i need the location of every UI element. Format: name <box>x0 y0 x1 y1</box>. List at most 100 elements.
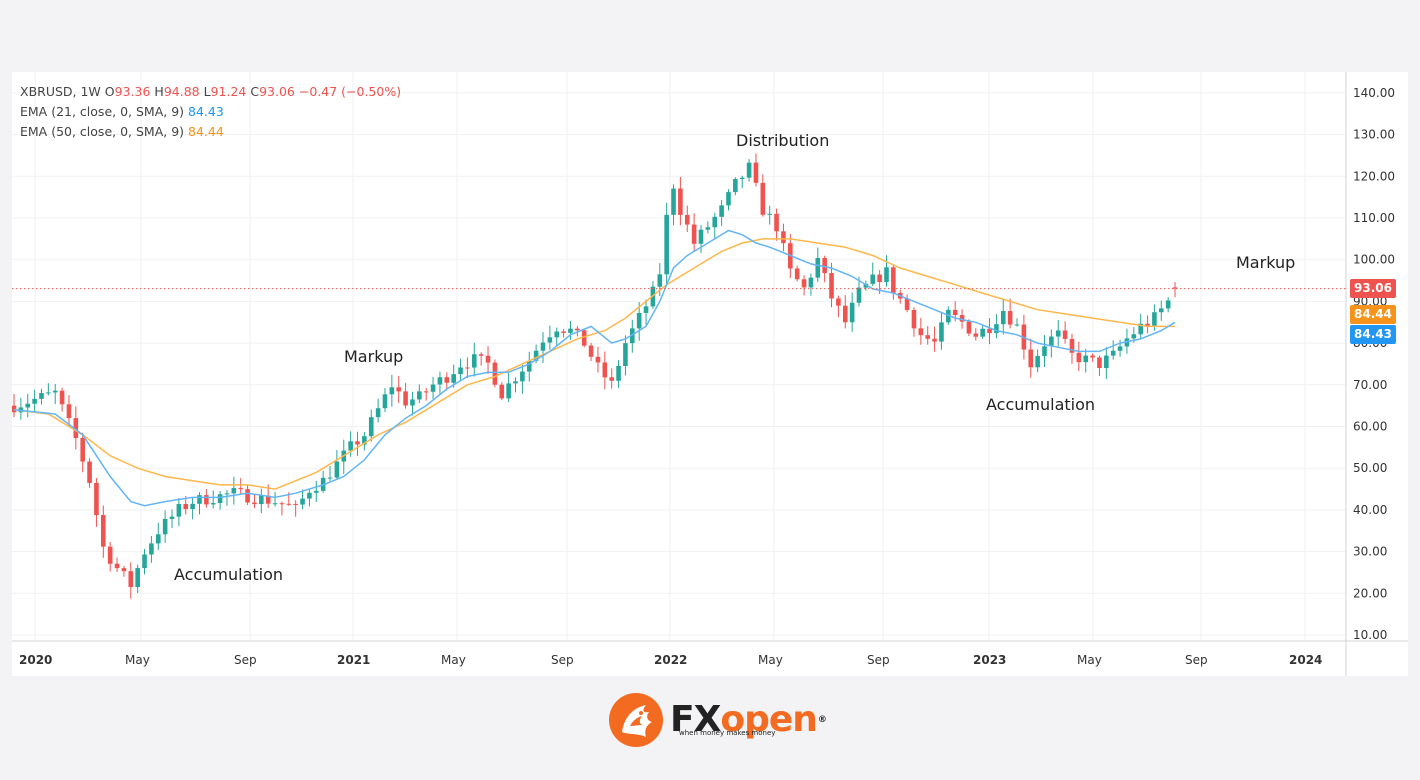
candle-body <box>114 563 120 569</box>
candle-body <box>362 436 367 445</box>
x-tick-label: 2021 <box>337 653 370 667</box>
candle-body <box>698 229 704 244</box>
candle-body <box>121 568 127 572</box>
candle-body <box>918 328 924 336</box>
candle-body <box>272 503 278 505</box>
candle-body <box>224 493 230 495</box>
candle-body <box>678 188 683 215</box>
y-tick-label: 120.00 <box>1353 169 1395 183</box>
candle-body <box>135 568 140 588</box>
candle-body <box>911 309 917 329</box>
candle-body <box>155 534 161 544</box>
candle-body <box>444 377 450 383</box>
candle-body <box>533 350 539 361</box>
candle-body <box>1090 355 1095 358</box>
candle-body <box>300 498 305 505</box>
candle-body <box>959 315 965 322</box>
candle-body <box>204 495 209 505</box>
candle-body <box>657 274 663 287</box>
candle-body <box>410 399 415 406</box>
candle-body <box>1104 355 1109 369</box>
candle-body <box>1062 330 1068 339</box>
annotation-accumulation-2020: Accumulation <box>174 565 284 584</box>
candle-body <box>39 393 44 399</box>
candle-body <box>437 377 443 385</box>
candle-body <box>739 177 745 180</box>
candle-body <box>348 441 353 451</box>
candle-body <box>526 360 532 372</box>
chart-canvas[interactable]: 10.0020.0030.0040.0050.0060.0070.0080.00… <box>12 72 1408 676</box>
candle-body <box>59 390 65 405</box>
ema50-value: 84.44 <box>188 124 224 139</box>
candle-body <box>1035 355 1040 368</box>
y-tick-label: 20.00 <box>1353 586 1387 600</box>
y-tick-label: 130.00 <box>1353 128 1395 142</box>
candle-body <box>746 162 752 178</box>
close-value: 93.06 <box>259 84 295 99</box>
candle-body <box>513 381 518 384</box>
candle-body <box>279 503 285 505</box>
candle-body <box>863 283 869 288</box>
candle-body <box>1165 300 1171 309</box>
candle-body <box>1152 312 1157 326</box>
y-tick-label: 110.00 <box>1353 211 1395 225</box>
candle-body <box>327 477 333 479</box>
candle-body <box>904 298 910 310</box>
candle-body <box>1014 324 1020 326</box>
candle-body <box>25 403 31 408</box>
candle-body <box>1083 355 1089 363</box>
x-tick-label: May <box>758 653 783 667</box>
candle-body <box>691 224 697 244</box>
y-tick-label: 70.00 <box>1353 378 1387 392</box>
ema50-line <box>13 238 1175 490</box>
candle-body <box>1007 311 1013 325</box>
candle-body <box>939 322 944 342</box>
candle-body <box>80 437 85 462</box>
candle-body <box>417 391 422 400</box>
annotation-accumulation-2023: Accumulation <box>986 395 1096 414</box>
candle-body <box>423 391 429 393</box>
candle-body <box>162 518 168 535</box>
candle-body <box>149 543 154 555</box>
candle-body <box>389 387 395 395</box>
fxopen-logo[interactable]: FXopen® when money makes money <box>608 692 827 748</box>
candle-body <box>238 488 244 490</box>
candle-body <box>760 182 766 215</box>
candle-body <box>877 274 882 283</box>
candle-body <box>252 502 257 505</box>
candle-body <box>520 371 525 382</box>
candle-body <box>636 312 642 329</box>
candle-body <box>946 309 951 323</box>
candle-body <box>293 503 298 505</box>
candle-body <box>458 367 463 375</box>
candle-body <box>781 231 786 244</box>
candle-body <box>870 274 876 284</box>
candle-body <box>52 390 58 393</box>
candle-body <box>1069 338 1075 353</box>
top-band <box>0 0 1420 62</box>
candle-body <box>87 461 92 483</box>
low-value: 91.24 <box>210 84 247 99</box>
candle-body <box>313 490 319 493</box>
candle-body <box>12 405 17 413</box>
candle-body <box>451 374 456 383</box>
x-tick-label: Sep <box>234 653 257 667</box>
candle-body <box>382 394 388 409</box>
candle-body <box>616 365 621 381</box>
chart-panel[interactable]: 10.0020.0030.0040.0050.0060.0070.0080.00… <box>12 72 1408 676</box>
open-value: 93.36 <box>114 84 151 99</box>
candle-body <box>128 571 134 588</box>
symbol-label: XBRUSD, 1W <box>20 84 101 99</box>
y-tick-label: 30.00 <box>1353 545 1387 559</box>
footer <box>0 680 1420 780</box>
candle-body <box>774 213 779 232</box>
ema21-line <box>13 229 1176 507</box>
candle-body <box>73 418 79 438</box>
candle-body <box>794 268 800 280</box>
change-value: −0.47 (−0.50%) <box>298 84 402 99</box>
ema21-legend: EMA (21, close, 0, SMA, 9) 84.43 <box>20 104 224 119</box>
candle-body <box>595 356 601 363</box>
candle-body <box>259 495 264 505</box>
candle-body <box>368 417 374 437</box>
candle-body <box>485 355 491 363</box>
